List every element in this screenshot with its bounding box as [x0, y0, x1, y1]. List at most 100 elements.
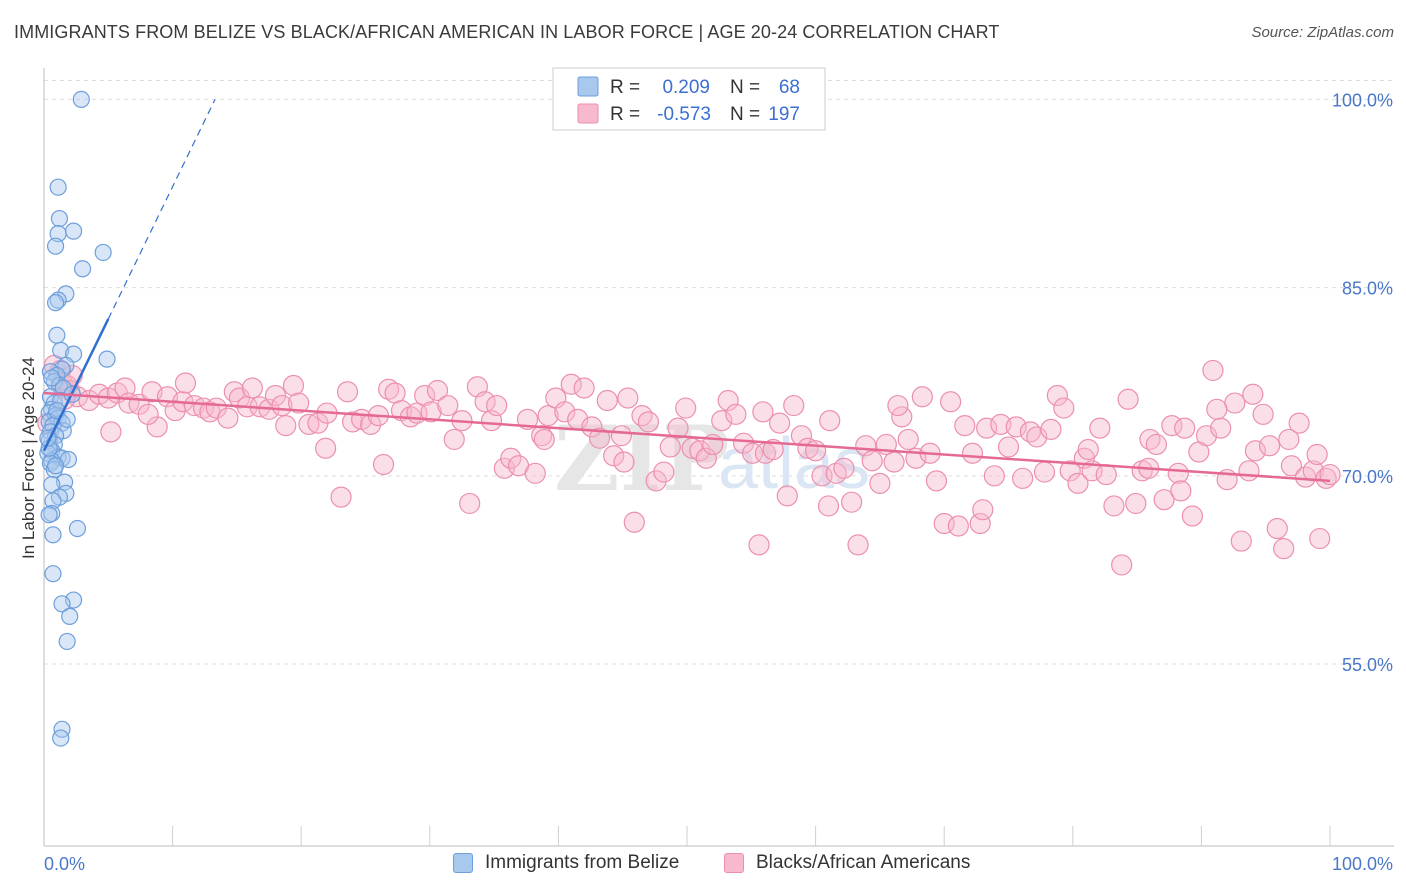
black-point	[1258, 435, 1281, 457]
black-point	[1206, 398, 1228, 420]
legend-r-value-black: -0.573	[657, 104, 711, 125]
legend-n-label-black: N =	[730, 104, 760, 125]
trend-line-belize	[42, 318, 110, 452]
legend-label-black: Blacks/African Americans	[756, 852, 971, 873]
black-point	[1033, 461, 1056, 483]
black-point	[414, 384, 436, 407]
black-point	[1309, 527, 1331, 550]
belize-point	[61, 607, 79, 625]
legend-n-value-black: 197	[768, 104, 800, 125]
black-point	[531, 425, 553, 447]
black-point	[1153, 489, 1175, 511]
black-point	[961, 442, 984, 464]
black-point	[315, 437, 337, 459]
black-point	[653, 461, 675, 483]
black-point	[631, 404, 653, 427]
x-ticks	[172, 826, 1331, 846]
black-point	[1288, 412, 1310, 434]
black-point	[573, 377, 595, 399]
black-point	[613, 451, 635, 473]
black-point	[817, 495, 840, 517]
black-point	[426, 379, 449, 402]
black-point	[1230, 530, 1252, 552]
legend-n-label-belize: N =	[730, 77, 760, 98]
belize-point	[44, 492, 62, 510]
black-point	[137, 403, 159, 425]
black-point	[217, 407, 239, 429]
black-point	[797, 437, 819, 459]
legend-item-belize[interactable]: Immigrants from Belize	[453, 852, 679, 874]
legend-r-value-belize: 0.209	[662, 77, 710, 98]
black-point	[420, 401, 442, 423]
black-point	[1210, 417, 1232, 439]
black-point	[241, 377, 263, 399]
trend-lines	[42, 99, 1331, 483]
black-point	[940, 391, 962, 413]
black-point	[1266, 517, 1288, 540]
x-tick-label-max: 100.0%	[1332, 854, 1393, 874]
belize-point	[52, 341, 70, 359]
black-point	[617, 387, 639, 409]
legend-n-value-belize: 68	[779, 77, 800, 98]
black-point	[1040, 418, 1062, 440]
trend-line-belize-extension	[107, 99, 216, 320]
legend-swatch-belize-bottom	[453, 853, 473, 873]
black-point	[1111, 554, 1133, 576]
watermark-atlas: atlas	[718, 424, 870, 504]
black-point	[819, 410, 841, 432]
trend-line-black	[43, 391, 1331, 483]
belize-point	[46, 457, 65, 475]
belize-point	[54, 379, 72, 397]
black-point	[524, 462, 546, 484]
black-point	[588, 427, 611, 449]
black-point	[717, 389, 739, 412]
black-point	[560, 373, 582, 395]
x-tick-label-min: 0.0%	[44, 854, 85, 874]
black-point	[372, 453, 395, 476]
black-point	[1306, 443, 1328, 466]
black-point	[516, 408, 539, 430]
black-point	[533, 428, 555, 451]
belize-point	[98, 350, 116, 368]
black-point	[443, 428, 465, 451]
black-point	[667, 417, 689, 439]
belize-point	[68, 519, 87, 538]
black-point	[861, 450, 883, 472]
black-point	[500, 447, 522, 469]
black-point	[725, 403, 747, 425]
black-point	[1046, 384, 1068, 407]
belize-point	[73, 260, 92, 278]
black-point	[675, 397, 697, 419]
legend-label-belize: Immigrants from Belize	[485, 852, 680, 873]
black-point	[1252, 403, 1274, 425]
legend-item-black[interactable]: Blacks/African Americans	[724, 852, 970, 874]
belize-point	[48, 326, 66, 344]
black-point	[972, 499, 994, 521]
black-point	[1242, 383, 1264, 405]
black-point	[288, 392, 310, 414]
black-point	[610, 425, 633, 447]
y-axis-title: In Labor Force | Age 20-24	[19, 357, 38, 559]
black-point	[911, 386, 933, 408]
black-point	[554, 401, 576, 423]
belize-point	[46, 237, 65, 255]
chart-title: IMMIGRANTS FROM BELIZE VS BLACK/AFRICAN …	[14, 22, 1000, 42]
black-point	[1238, 460, 1260, 482]
legend-swatch-belize	[577, 76, 599, 97]
gridlines	[44, 80, 1394, 665]
black-point	[645, 470, 667, 492]
black-point	[997, 436, 1020, 458]
legend-r-label-black: R =	[610, 104, 640, 125]
black-point	[887, 394, 909, 417]
black-point	[1103, 495, 1125, 517]
stats-legend: R = 0.209 N = 68 R = -0.573 N = 197	[552, 67, 826, 131]
black-point	[1077, 438, 1099, 461]
black-point	[537, 404, 559, 427]
black-point	[174, 372, 197, 394]
black-point	[1059, 460, 1081, 482]
black-point	[1167, 462, 1189, 484]
black-point	[752, 401, 774, 423]
black-point	[1161, 415, 1183, 437]
belize-point	[43, 369, 61, 387]
